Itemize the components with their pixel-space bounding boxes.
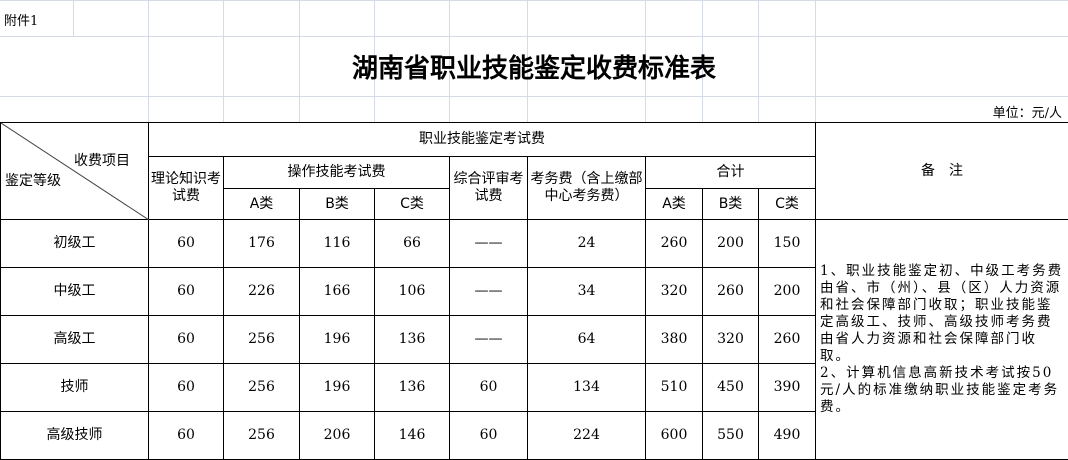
op-c-header: C类 bbox=[375, 189, 450, 220]
corner-header: 收费项目 鉴定等级 bbox=[1, 123, 149, 220]
unit-label: 单位：元/人 bbox=[993, 102, 1062, 121]
attachment-label: 附件1 bbox=[4, 10, 38, 29]
cell-comp: —— bbox=[450, 268, 528, 316]
cell-op-c: 106 bbox=[375, 268, 450, 316]
cell-op-b: 206 bbox=[300, 412, 375, 460]
cell-tot-a: 260 bbox=[646, 220, 703, 268]
cell-op-c: 66 bbox=[375, 220, 450, 268]
tot-b-header: B类 bbox=[703, 189, 759, 220]
cell-tot-c: 200 bbox=[759, 268, 816, 316]
remarks-header: 备 注 bbox=[816, 123, 1068, 220]
cell-affairs: 64 bbox=[528, 316, 646, 364]
fee-table: 收费项目 鉴定等级 职业技能鉴定考试费 备 注 理论知识考试费 操作技能考试费 … bbox=[0, 122, 1068, 460]
cell-tot-c: 490 bbox=[759, 412, 816, 460]
corner-top-label: 收费项目 bbox=[74, 153, 130, 170]
cell-theory: 60 bbox=[149, 364, 224, 412]
cell-tot-a: 600 bbox=[646, 412, 703, 460]
cell-op-b: 166 bbox=[300, 268, 375, 316]
cell-theory: 60 bbox=[149, 316, 224, 364]
comprehensive-header: 综合评审考试费 bbox=[450, 157, 528, 220]
cell-affairs: 134 bbox=[528, 364, 646, 412]
cell-level: 高级工 bbox=[1, 316, 149, 364]
cell-tot-a: 510 bbox=[646, 364, 703, 412]
cell-op-a: 176 bbox=[224, 220, 300, 268]
cell-comp: 60 bbox=[450, 364, 528, 412]
page-title: 湖南省职业技能鉴定收费标准表 bbox=[0, 48, 1068, 85]
cell-comp: —— bbox=[450, 220, 528, 268]
cell-theory: 60 bbox=[149, 220, 224, 268]
op-a-header: A类 bbox=[224, 189, 300, 220]
diagonal-line bbox=[1, 123, 149, 220]
cell-theory: 60 bbox=[149, 412, 224, 460]
corner-bottom-label: 鉴定等级 bbox=[5, 173, 61, 190]
tot-c-header: C类 bbox=[759, 189, 816, 220]
cell-comp: —— bbox=[450, 316, 528, 364]
cell-comp: 60 bbox=[450, 412, 528, 460]
cell-tot-c: 150 bbox=[759, 220, 816, 268]
total-header: 合计 bbox=[646, 157, 816, 189]
affairs-header: 考务费（含上缴部中心考务费） bbox=[528, 157, 646, 220]
cell-tot-b: 200 bbox=[703, 220, 759, 268]
cell-tot-b: 320 bbox=[703, 316, 759, 364]
cell-tot-b: 260 bbox=[703, 268, 759, 316]
cell-affairs: 224 bbox=[528, 412, 646, 460]
cell-level: 高级技师 bbox=[1, 412, 149, 460]
theory-header: 理论知识考试费 bbox=[149, 157, 224, 220]
cell-tot-c: 390 bbox=[759, 364, 816, 412]
cell-tot-a: 320 bbox=[646, 268, 703, 316]
cell-tot-b: 450 bbox=[703, 364, 759, 412]
cell-op-a: 226 bbox=[224, 268, 300, 316]
cell-op-c: 146 bbox=[375, 412, 450, 460]
cell-theory: 60 bbox=[149, 268, 224, 316]
cell-op-b: 196 bbox=[300, 316, 375, 364]
cell-op-c: 136 bbox=[375, 316, 450, 364]
cell-op-a: 256 bbox=[224, 316, 300, 364]
cell-level: 中级工 bbox=[1, 268, 149, 316]
cell-op-b: 196 bbox=[300, 364, 375, 412]
cell-op-c: 136 bbox=[375, 364, 450, 412]
cell-affairs: 24 bbox=[528, 220, 646, 268]
cell-affairs: 34 bbox=[528, 268, 646, 316]
cell-op-a: 256 bbox=[224, 364, 300, 412]
cell-tot-c: 260 bbox=[759, 316, 816, 364]
remarks-notes: 1、职业技能鉴定初、中级工考务费由省、市（州）、县（区）人力资源和社会保障部门收… bbox=[816, 220, 1068, 460]
cell-op-a: 256 bbox=[224, 412, 300, 460]
cell-tot-a: 380 bbox=[646, 316, 703, 364]
tot-a-header: A类 bbox=[646, 189, 703, 220]
cell-level: 技师 bbox=[1, 364, 149, 412]
cell-level: 初级工 bbox=[1, 220, 149, 268]
op-b-header: B类 bbox=[300, 189, 375, 220]
cell-op-b: 116 bbox=[300, 220, 375, 268]
cell-tot-b: 550 bbox=[703, 412, 759, 460]
operation-header: 操作技能考试费 bbox=[224, 157, 450, 189]
group-header: 职业技能鉴定考试费 bbox=[149, 123, 816, 157]
